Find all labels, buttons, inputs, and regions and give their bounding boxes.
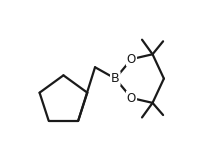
- Text: O: O: [127, 53, 136, 66]
- Text: B: B: [111, 72, 120, 85]
- Text: O: O: [127, 92, 136, 104]
